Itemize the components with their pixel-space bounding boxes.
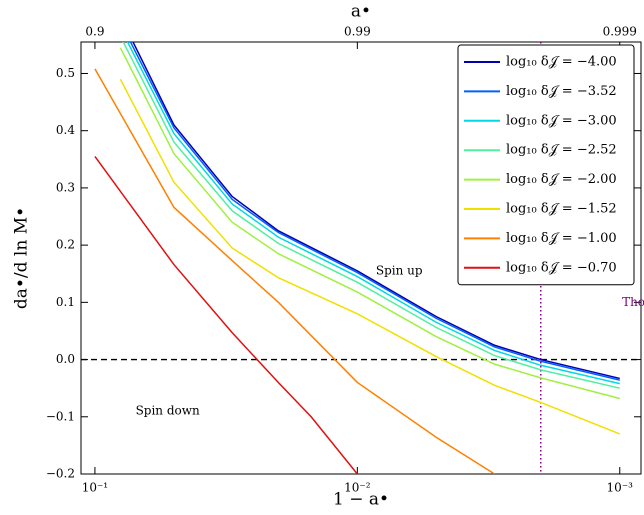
y-tick-label: 0.0 <box>56 352 75 366</box>
series-line <box>129 42 620 381</box>
legend-label: log₁₀ δ𝒥 = −2.52 <box>506 143 617 158</box>
legend-label: log₁₀ δ𝒥 = −2.00 <box>506 172 617 187</box>
legend-label: log₁₀ δ𝒥 = −0.70 <box>506 260 617 275</box>
series-line <box>132 42 620 380</box>
legend-label: log₁₀ δ𝒥 = −1.00 <box>506 231 617 246</box>
annotation: Thorne limit <box>622 295 644 309</box>
x2-tick-label: 0.9 <box>85 25 104 39</box>
x-tick-label: 10⁻¹ <box>82 481 108 495</box>
y-tick-label: 0.4 <box>56 123 75 137</box>
legend-label: log₁₀ δ𝒥 = −3.52 <box>506 84 617 99</box>
legend-label: log₁₀ δ𝒥 = −1.52 <box>506 202 617 217</box>
series-line <box>126 42 620 385</box>
annotation: Spin up <box>376 263 423 277</box>
series-line <box>119 47 620 400</box>
x2-tick-label: 0.99 <box>344 25 371 39</box>
series-line <box>94 155 358 474</box>
y-tick-label: 0.2 <box>56 238 75 252</box>
y-tick-label: −0.1 <box>46 409 75 423</box>
x-tick-label: 10⁻² <box>344 481 371 495</box>
y-tick-label: 0.1 <box>56 295 75 309</box>
y-tick-label: 0.5 <box>56 66 75 80</box>
y-tick-label: 0.3 <box>56 180 75 194</box>
y-axis-label: da•/d ln M• <box>12 207 32 309</box>
plot-frame <box>80 41 642 475</box>
series-line <box>94 68 495 474</box>
series-line <box>119 78 621 435</box>
y-tick-label: −0.2 <box>46 467 75 481</box>
legend-box <box>457 44 635 286</box>
legend-label: log₁₀ δ𝒥 = −3.00 <box>506 113 617 128</box>
x-axis-label: 1 − a• <box>333 490 389 510</box>
annotation: Spin down <box>136 404 200 418</box>
x-tick-label: 10⁻³ <box>607 481 634 495</box>
series-line <box>122 42 620 389</box>
x2-tick-label: 0.999 <box>603 25 637 39</box>
x2-axis-label: a• <box>351 2 371 22</box>
legend-label: log₁₀ δ𝒥 = −4.00 <box>506 55 617 70</box>
